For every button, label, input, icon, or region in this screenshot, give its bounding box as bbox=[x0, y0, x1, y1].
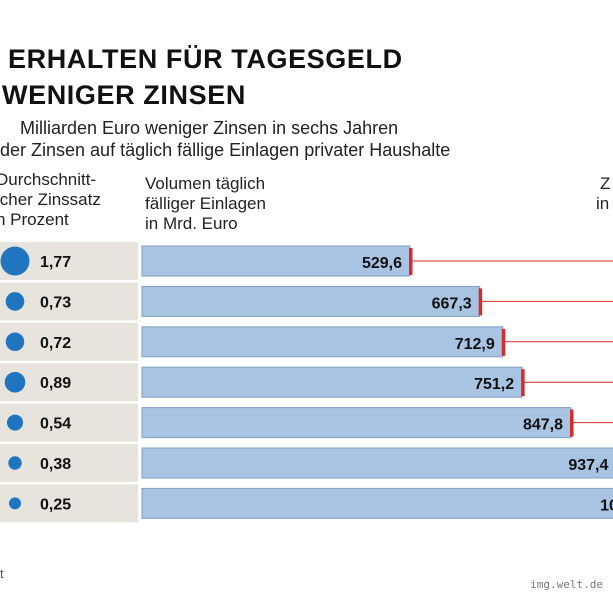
volume-header-line-3: in Mrd. Euro bbox=[145, 214, 238, 233]
rate-value-label: 0,73 bbox=[40, 294, 71, 311]
rate-value-label: 0,89 bbox=[40, 375, 71, 392]
volume-bar bbox=[141, 245, 411, 277]
rate-value-label: 0,25 bbox=[40, 496, 71, 513]
volume-header-line-2: fälliger Einlagen bbox=[145, 194, 266, 213]
rate-dot bbox=[6, 414, 24, 431]
title-line-2: WENIGER ZINSEN bbox=[2, 80, 246, 110]
volume-value-label: 529,6 bbox=[362, 255, 402, 272]
rate-dot bbox=[8, 456, 22, 470]
interest-header-line-1: Z bbox=[600, 174, 611, 193]
bar-end-marker bbox=[409, 248, 413, 275]
volume-header-line-1: Volumen täglich bbox=[145, 174, 266, 193]
volume-bar bbox=[141, 407, 572, 439]
volume-bar bbox=[141, 326, 504, 358]
volume-value-label: 847,8 bbox=[523, 417, 563, 434]
rate-column-header: Durchschnitt- icher Zinssatz n Prozent bbox=[0, 170, 101, 230]
title-line-1: ERHALTEN FÜR TAGESGELD bbox=[8, 44, 403, 74]
rate-header-line-1: Durchschnitt- bbox=[0, 170, 97, 189]
volume-bar bbox=[141, 487, 613, 519]
subtitle-line-1: Milliarden Euro weniger Zinsen in sechs … bbox=[20, 118, 399, 138]
rate-dot bbox=[5, 292, 25, 311]
volume-bar bbox=[141, 366, 523, 398]
volume-bar bbox=[141, 285, 481, 317]
volume-value-label: 667,3 bbox=[432, 295, 472, 312]
volume-column-header: Volumen täglich fälliger Einlagen in Mrd… bbox=[145, 174, 266, 234]
bar-end-marker bbox=[501, 328, 506, 356]
rate-value-label: 0,54 bbox=[40, 416, 71, 433]
rate-row-band bbox=[0, 444, 138, 482]
bar-end-marker bbox=[478, 288, 483, 316]
rate-dot bbox=[0, 246, 30, 276]
rate-row-band bbox=[0, 484, 138, 523]
rate-value-label: 0,38 bbox=[40, 456, 71, 473]
volume-value-label: 712,9 bbox=[455, 336, 495, 353]
interest-header-line-2: in bbox=[596, 194, 610, 213]
volume-value-label: 751,2 bbox=[474, 376, 514, 393]
footer-mark: t bbox=[0, 566, 4, 581]
volume-value-label: 937,4 bbox=[568, 457, 608, 474]
bar-end-marker bbox=[570, 409, 574, 437]
rate-dot bbox=[4, 371, 26, 393]
volume-bar bbox=[141, 447, 613, 479]
subtitle-line-2: der Zinsen auf täglich fällige Einlagen … bbox=[0, 140, 451, 160]
rate-value-label: 1,77 bbox=[40, 254, 71, 271]
rate-dot bbox=[5, 332, 25, 352]
rate-dot bbox=[9, 497, 21, 510]
rate-header-line-2: icher Zinssatz bbox=[0, 190, 101, 209]
source-credit: img.welt.de bbox=[530, 578, 603, 591]
volume-value-label: 1017,8 bbox=[600, 497, 613, 514]
interest-column-header: Z in bbox=[596, 174, 611, 214]
rate-header-line-3: n Prozent bbox=[0, 210, 69, 229]
rate-value-label: 0,72 bbox=[40, 335, 71, 352]
bar-end-marker bbox=[521, 369, 525, 397]
